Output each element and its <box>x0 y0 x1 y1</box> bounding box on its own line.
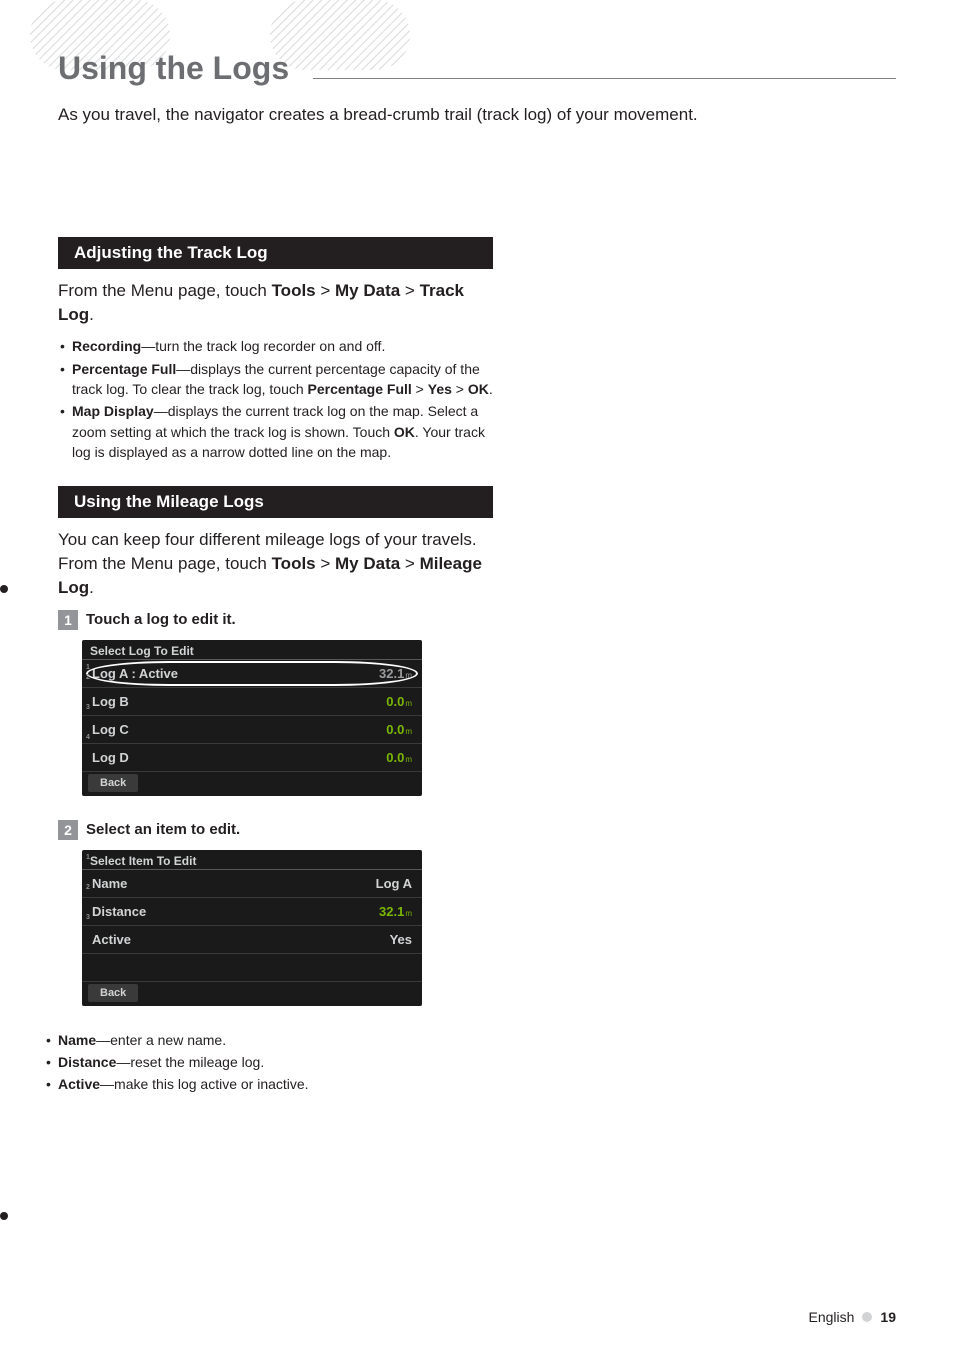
table-row[interactable]: 2 Distance 32.1m <box>82 898 422 926</box>
footer-lang: English <box>809 1309 855 1325</box>
back-button[interactable]: Back <box>88 774 138 792</box>
final-bullets: Name—enter a new name. Distance—reset th… <box>44 1030 479 1095</box>
screenshot-title: Select Log To Edit <box>82 640 422 660</box>
track-log-lead: From the Menu page, touch Tools > My Dat… <box>58 279 493 327</box>
page-footer: English 19 <box>809 1309 897 1325</box>
edge-marker-1 <box>0 585 8 593</box>
section-heading-mileage: Using the Mileage Logs <box>58 486 493 518</box>
list-item: Name—enter a new name. <box>44 1030 479 1050</box>
track-log-bullets: Recording—turn the track log recorder on… <box>58 336 493 462</box>
list-item: Percentage Full—displays the current per… <box>58 359 493 400</box>
page-title: Using the Logs <box>58 50 289 91</box>
step-number: 1 <box>58 610 78 630</box>
screenshot-select-log: Select Log To Edit 1 Log A : Active 32.1… <box>82 640 422 796</box>
list-item: Map Display—displays the current track l… <box>58 401 493 462</box>
list-item: Active—make this log active or inactive. <box>44 1074 479 1094</box>
step-label: Select an item to edit. <box>86 821 240 838</box>
footer-page-number: 19 <box>880 1309 896 1325</box>
screenshot-select-item: Select Item To Edit 1 Name Log A 2 Dista… <box>82 850 422 1006</box>
title-rule <box>313 78 896 79</box>
edge-marker-2 <box>0 1212 8 1220</box>
step-1: 1 Touch a log to edit it. <box>58 610 896 630</box>
screenshot-title: Select Item To Edit <box>82 850 422 870</box>
step-2: 2 Select an item to edit. <box>58 820 896 840</box>
intro-text: As you travel, the navigator creates a b… <box>58 103 896 127</box>
table-row[interactable]: 1 Name Log A <box>82 870 422 898</box>
table-row[interactable]: 3 Log C 0.0m <box>82 716 422 744</box>
table-row[interactable]: 3 Active Yes <box>82 926 422 954</box>
table-row[interactable]: 4 Log D 0.0m <box>82 744 422 772</box>
footer-circle-icon <box>862 1312 872 1322</box>
table-row[interactable]: 2 Log B 0.0m <box>82 688 422 716</box>
header: Using the Logs <box>58 50 896 91</box>
mileage-lead: You can keep four different mileage logs… <box>58 528 493 599</box>
table-row[interactable]: 1 Log A : Active 32.1m <box>82 660 422 688</box>
list-item: Distance—reset the mileage log. <box>44 1052 479 1072</box>
back-button[interactable]: Back <box>88 984 138 1002</box>
table-row-empty <box>82 954 422 982</box>
step-number: 2 <box>58 820 78 840</box>
section-heading-track-log: Adjusting the Track Log <box>58 237 493 269</box>
list-item: Recording—turn the track log recorder on… <box>58 336 493 356</box>
step-label: Touch a log to edit it. <box>86 611 236 628</box>
